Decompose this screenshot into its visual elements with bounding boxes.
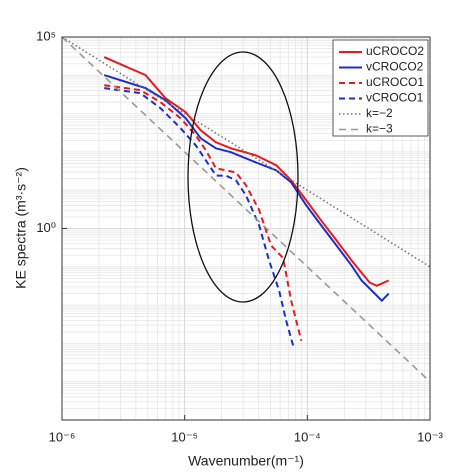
x-tick-label: 10⁻³ [417, 429, 443, 444]
x-tick-label: 10⁻⁶ [49, 429, 76, 444]
legend-box [332, 39, 429, 137]
series-line [104, 84, 303, 342]
y-tick-label: 10⁵ [36, 28, 56, 43]
series-line [61, 36, 431, 383]
x-tick-label: 10⁻⁴ [294, 429, 321, 444]
legend-label: vCROCO1 [366, 91, 424, 105]
x-tick-label: 10⁻⁵ [171, 429, 198, 444]
legend-label: k=−2 [366, 106, 393, 120]
x-axis-label: Wavenumber(m⁻¹) [188, 453, 304, 469]
series-line [103, 74, 390, 303]
legend-label: k=−3 [366, 122, 393, 136]
series-line [104, 87, 295, 347]
legend-label: vCROCO2 [366, 60, 424, 74]
series-line [61, 36, 431, 268]
y-axis-label: KE spectra (m³·s⁻²) [13, 167, 29, 289]
legend-label: uCROCO2 [366, 44, 424, 58]
legend-label: uCROCO1 [366, 75, 424, 89]
y-tick-label: 10⁰ [36, 220, 56, 235]
highlight-ellipse [187, 51, 299, 303]
series-line [103, 56, 390, 287]
series-lines [61, 36, 431, 383]
ticks: 10⁻⁶ 10⁻⁵ 10⁻⁴ 10⁻³ 10⁰ 10⁵ [36, 28, 443, 444]
